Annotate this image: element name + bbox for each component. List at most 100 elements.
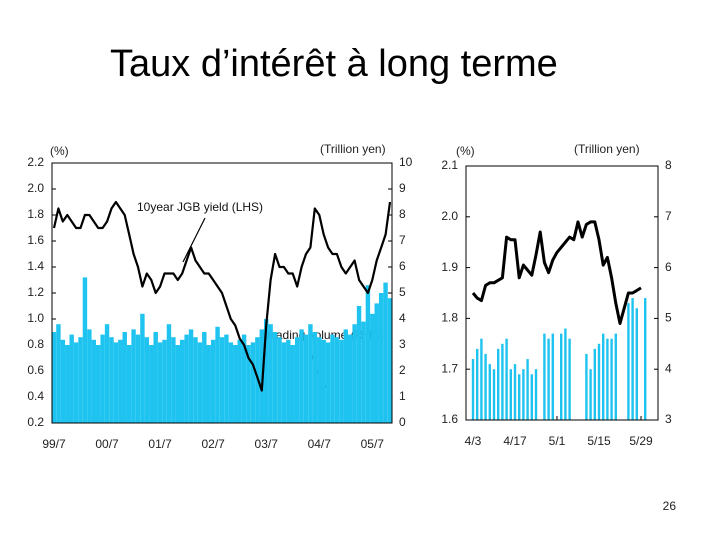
bar [206,345,211,423]
bar [131,329,136,423]
bar [374,303,379,423]
bar [551,333,554,420]
y2-tick-label: 4 [665,361,672,375]
y2-tick-label: 6 [665,260,672,274]
y2-tick-label: 7 [665,209,672,223]
bar [530,374,533,420]
y2-tick-label: 1 [399,389,406,403]
x-tick-label: 01/7 [148,437,172,451]
bar [60,339,66,423]
y-tick-label: 1.2 [27,285,44,299]
bar [188,329,194,423]
x-tick-label: 5/1 [549,434,566,448]
bar [135,334,141,423]
bar [96,345,101,423]
bar [321,339,326,423]
bar [585,353,588,420]
bar [317,337,322,423]
bar [387,298,393,423]
y-axis-unit: (%) [50,144,69,158]
bar [308,324,313,423]
bar [149,345,154,423]
bar [361,321,366,423]
bar [509,369,512,420]
bar [210,339,216,423]
x-tick-label: 5/15 [587,434,611,448]
bar [513,364,517,420]
x-tick-label: 03/7 [255,437,279,451]
y-tick-label: 0.4 [27,389,44,403]
bar [175,345,180,423]
y-tick-label: 2.2 [27,155,44,169]
x-tick-label: 04/7 [308,437,332,451]
y-tick-label: 1.0 [27,311,44,325]
bar [246,345,251,423]
y-tick-label: 1.8 [27,207,44,221]
bar [365,285,371,423]
bar [602,333,605,420]
bar [82,277,88,423]
y-tick-label: 2.0 [27,181,44,195]
y2-tick-label: 7 [399,233,406,247]
bar [219,337,225,423]
y2-tick-label: 0 [399,415,406,429]
bar [290,345,295,423]
bar [109,337,114,423]
x-tick-label: 4/17 [503,434,527,448]
bar [215,326,220,423]
bar [378,293,384,423]
bar [73,342,79,423]
line [471,220,642,325]
bar [69,334,74,423]
y2-tick-label: 3 [665,412,672,426]
bar [299,329,304,423]
bar [484,353,487,420]
slide-title: Taux d’intérêt à long terme [110,43,558,85]
bar [312,332,318,423]
bar [56,324,61,423]
annotation: 10year JGB yield (LHS) [137,200,263,214]
bar [348,334,353,423]
y2-tick-label: 8 [665,158,672,172]
bar [237,339,242,423]
y2-tick-label: 10 [399,155,413,169]
bar [631,298,634,420]
bar [157,342,163,423]
bar [635,308,638,420]
bar [104,324,110,423]
line [52,200,392,392]
bar [264,319,269,423]
bar [294,337,300,423]
plot-frame [465,165,659,421]
bar [476,348,479,420]
bar [480,338,483,420]
bar [233,345,238,423]
bar [65,345,70,423]
bar [352,324,357,423]
y-tick-label: 2.0 [441,209,458,223]
bar [87,329,92,423]
y2-tick-label: 9 [399,181,406,195]
bar [325,342,331,423]
bar [241,334,247,423]
bar [180,339,185,423]
bar [140,313,145,423]
y2-axis-unit: (Trillion yen) [574,142,640,156]
y2-tick-label: 5 [399,285,406,299]
bar [91,339,96,423]
bar [100,334,105,423]
y2-axis-unit: (Trillion yen) [320,142,386,156]
bar [497,348,500,420]
bar [334,337,340,423]
bar [339,339,344,423]
bar [193,337,198,423]
bar [568,338,571,420]
bar [597,343,601,420]
bar [197,342,203,423]
x-tick-label: 5/29 [629,434,653,448]
x-tick-label: 00/7 [95,437,119,451]
y2-tick-label: 8 [399,207,406,221]
bar [153,332,158,423]
